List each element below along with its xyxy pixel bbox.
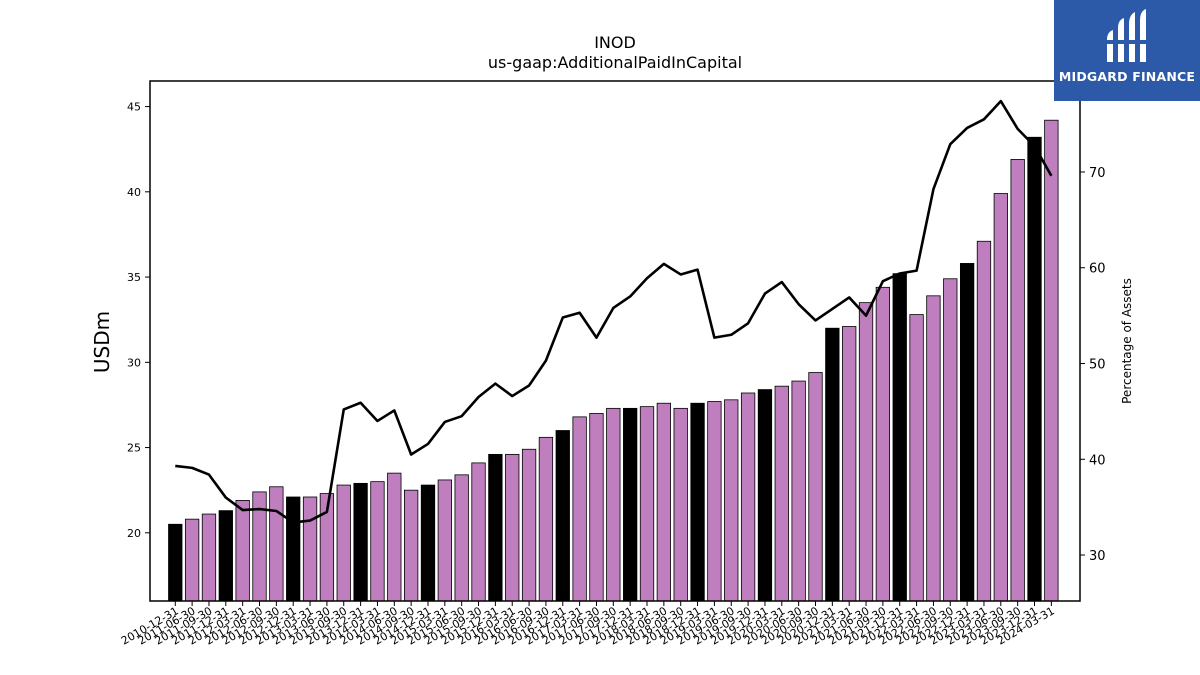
bar	[488, 453, 503, 602]
bar	[943, 278, 958, 602]
bar	[184, 518, 200, 602]
bar	[201, 513, 217, 602]
bar	[1010, 159, 1025, 602]
bar	[269, 486, 284, 602]
bar	[724, 399, 739, 602]
bar	[791, 380, 806, 602]
y2-tick-label: 70	[1089, 166, 1106, 181]
chart-title: INOD	[594, 33, 636, 52]
y2-tick-label: 40	[1089, 453, 1106, 468]
bar	[639, 406, 655, 602]
bar	[707, 401, 722, 602]
bar	[740, 392, 756, 602]
bars-layer	[168, 119, 1059, 602]
bar	[302, 496, 318, 602]
bar	[168, 523, 183, 602]
bar	[976, 240, 992, 602]
y2-tick-label: 60	[1089, 262, 1106, 277]
bar	[505, 453, 520, 602]
bar	[858, 302, 874, 602]
bar	[892, 273, 907, 602]
bar	[842, 326, 857, 602]
bar	[437, 479, 452, 602]
brand-name: MIDGARD FINANCE	[1058, 69, 1196, 84]
bar	[454, 474, 469, 602]
bar	[403, 489, 419, 602]
bar	[589, 413, 604, 602]
bar	[656, 402, 671, 602]
bar	[959, 263, 975, 602]
bar	[471, 462, 486, 602]
bar	[606, 407, 621, 602]
bar	[690, 402, 705, 602]
bar	[673, 407, 688, 602]
bar	[235, 500, 250, 602]
bar	[825, 327, 840, 602]
y2-axis-label: Percentage of Assets	[1120, 278, 1134, 404]
bar	[420, 484, 436, 602]
ticks-layer: 20253035404530405060702010-12-312011-06-…	[119, 101, 1106, 648]
bar	[757, 389, 773, 602]
y-tick-label: 40	[127, 186, 141, 199]
bar	[387, 472, 402, 602]
bar	[926, 295, 941, 602]
bar	[218, 510, 233, 602]
bar	[623, 407, 638, 602]
y-tick-label: 45	[127, 101, 141, 114]
bar	[572, 416, 587, 602]
chart-subtitle: us-gaap:AdditionalPaidInCapital	[488, 53, 742, 72]
bar	[993, 193, 1008, 602]
bar	[1044, 119, 1059, 602]
line-layer	[175, 99, 1053, 524]
y-axis-label: USDm	[90, 311, 114, 373]
brand-logo: MIDGARD FINANCE	[1054, 0, 1200, 101]
bar	[336, 484, 351, 602]
bar	[1027, 136, 1042, 602]
bar	[555, 430, 570, 602]
bar	[774, 385, 789, 602]
bar	[521, 448, 537, 602]
bar	[875, 286, 891, 602]
y2-tick-label: 30	[1089, 549, 1106, 564]
bar	[353, 482, 368, 602]
plot-frame	[149, 80, 1081, 602]
bar	[370, 481, 385, 602]
bar	[909, 314, 924, 602]
y-tick-label: 30	[127, 356, 141, 369]
midgard-logo-icon	[1107, 9, 1146, 62]
bar	[286, 496, 301, 602]
axes-layer	[149, 80, 1081, 602]
percentage-line	[175, 99, 1053, 524]
y-tick-label: 25	[127, 442, 141, 455]
y-tick-label: 35	[127, 271, 141, 284]
bar	[808, 372, 823, 602]
y2-tick-label: 50	[1089, 358, 1106, 373]
bar	[538, 436, 554, 602]
y-tick-label: 20	[127, 527, 141, 540]
